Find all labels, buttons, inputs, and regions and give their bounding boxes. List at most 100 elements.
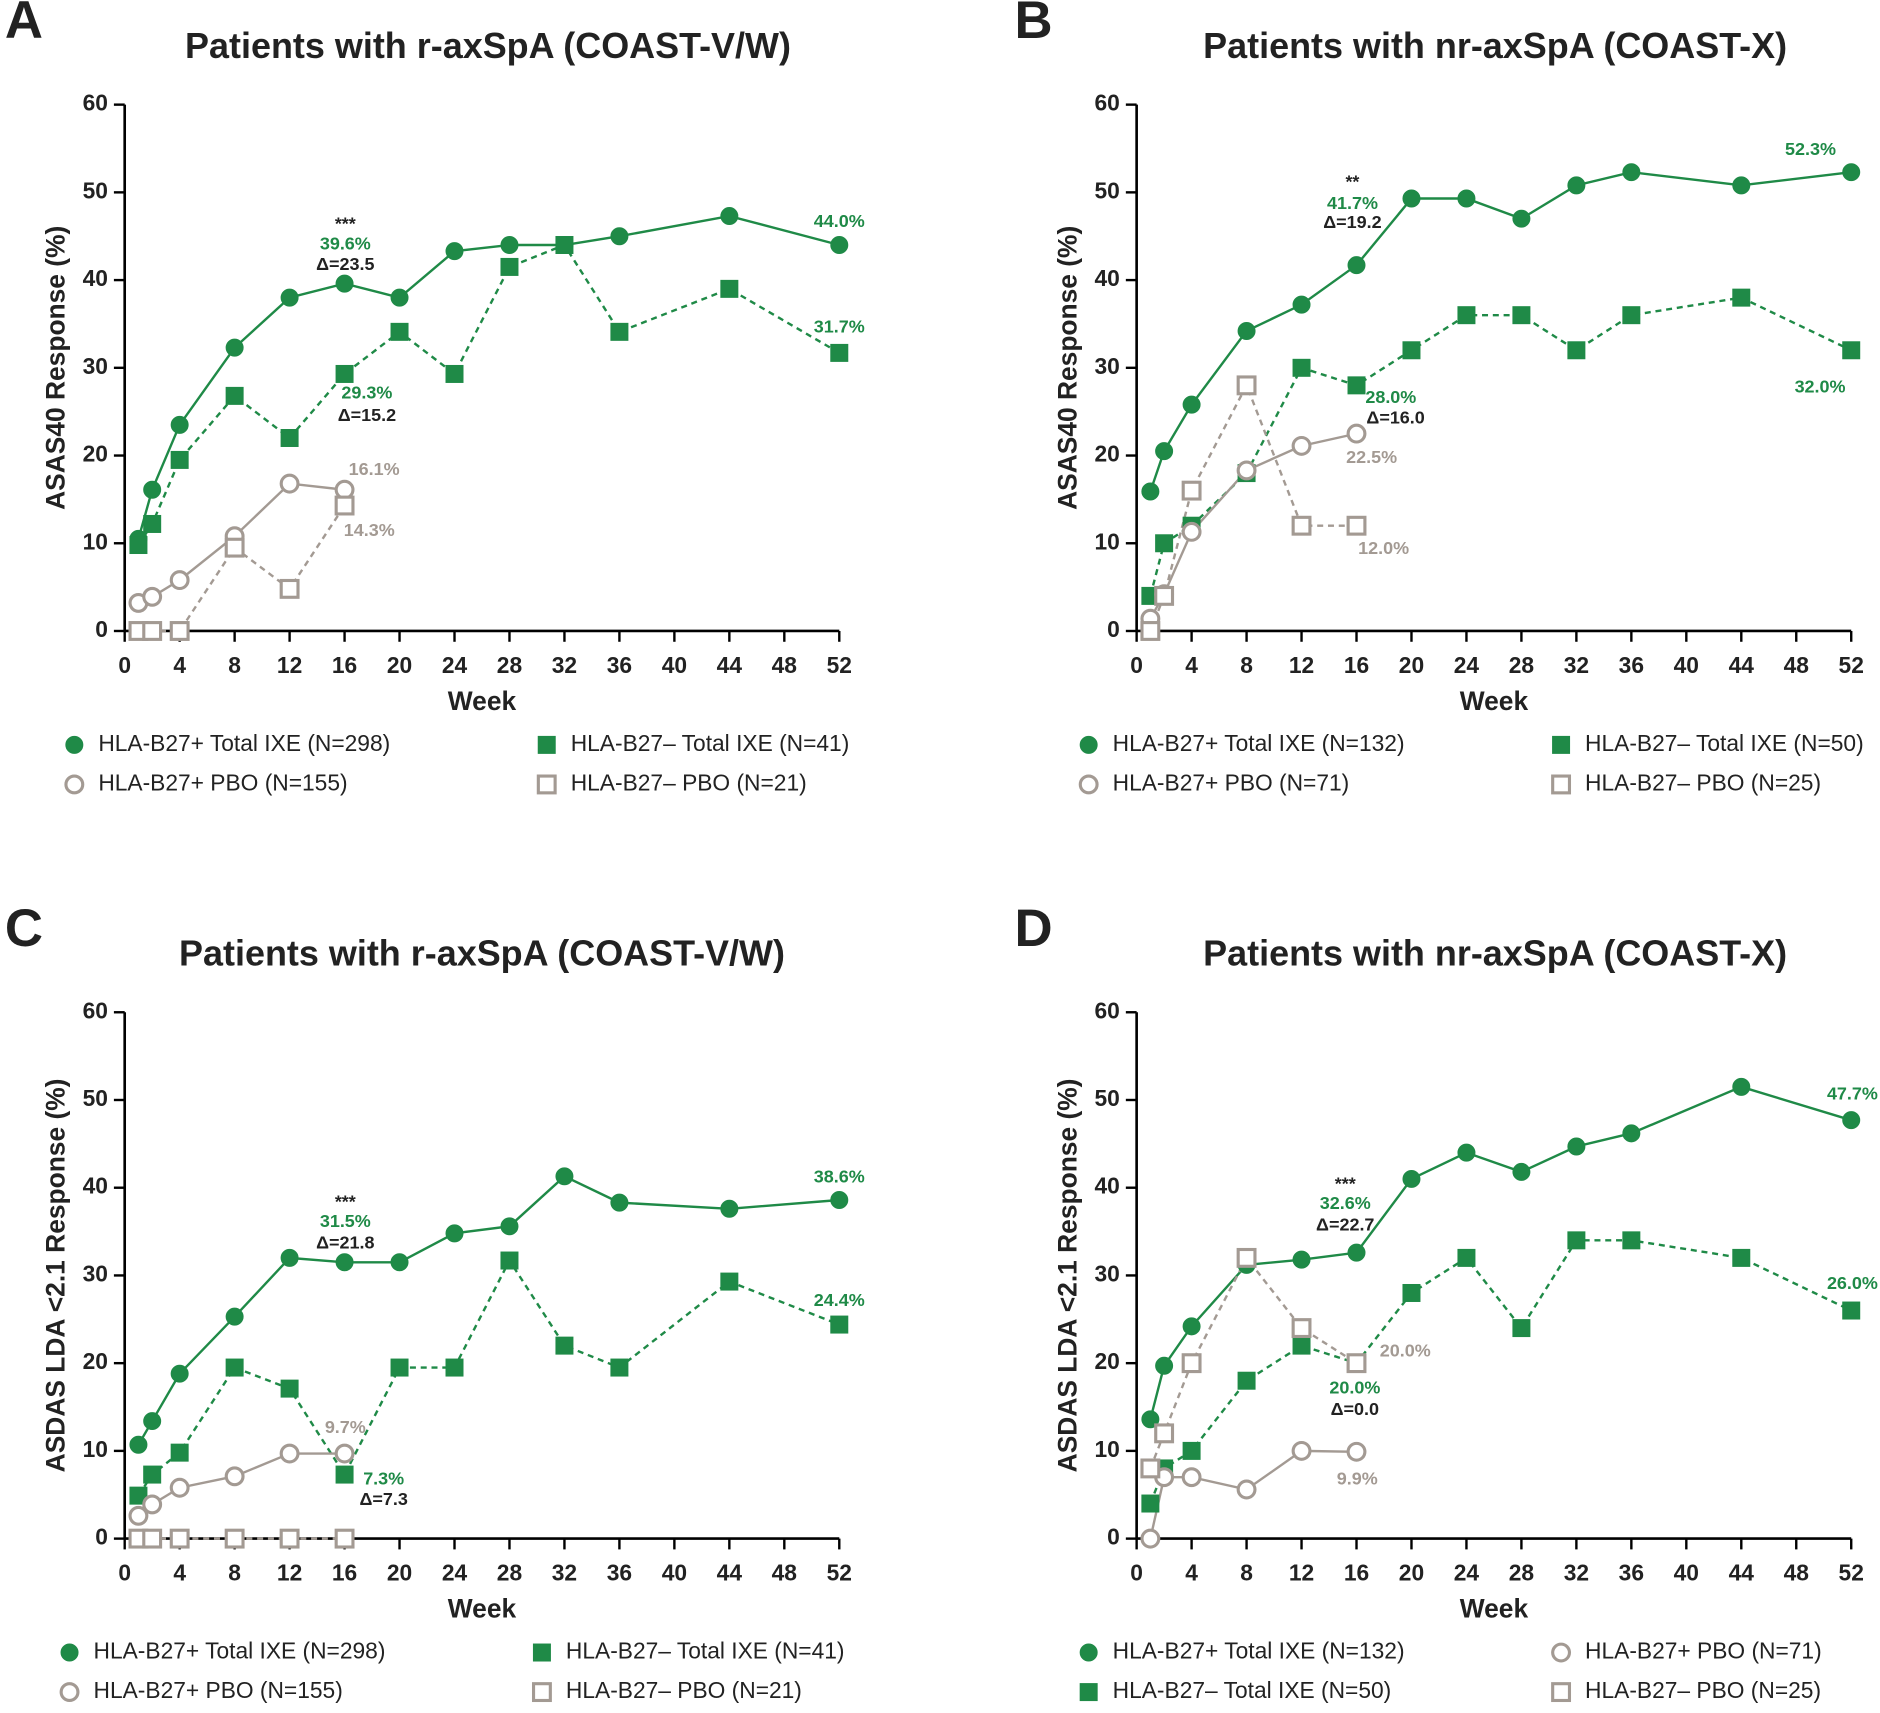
series-line bbox=[137, 1452, 345, 1517]
y-tick-label: 20 bbox=[83, 1348, 108, 1374]
legend-label: HLA-B27– PBO (N=21) bbox=[571, 769, 807, 795]
x-tick-label: 0 bbox=[1130, 1560, 1143, 1586]
annotation: 9.9% bbox=[1337, 1469, 1378, 1489]
square-marker bbox=[170, 450, 189, 469]
circle-marker bbox=[390, 288, 409, 307]
circle-marker bbox=[1079, 1643, 1098, 1662]
circle-marker bbox=[335, 274, 354, 293]
square-marker bbox=[720, 1272, 739, 1291]
y-tick-label: 10 bbox=[83, 1436, 108, 1462]
x-tick-label: 16 bbox=[1344, 652, 1369, 678]
square-marker bbox=[1457, 306, 1476, 325]
square-marker bbox=[170, 1443, 189, 1462]
x-tick-label: 32 bbox=[1564, 652, 1589, 678]
circle-marker bbox=[170, 415, 189, 434]
annotation: 47.7% bbox=[1827, 1084, 1878, 1104]
square-marker bbox=[129, 1486, 148, 1505]
series-line bbox=[137, 1174, 840, 1446]
x-tick-label: 16 bbox=[1344, 1560, 1369, 1586]
square-marker bbox=[1154, 1423, 1175, 1444]
series-line bbox=[137, 1258, 840, 1497]
square-marker bbox=[334, 1528, 355, 1549]
square-marker bbox=[536, 774, 557, 795]
square-marker bbox=[143, 1465, 162, 1484]
x-tick-label: 48 bbox=[772, 1560, 797, 1586]
circle-marker bbox=[279, 473, 300, 494]
square-marker bbox=[1237, 1371, 1256, 1390]
annotation: 14.3% bbox=[344, 520, 395, 540]
square-marker bbox=[225, 386, 244, 405]
circle-marker bbox=[1551, 1642, 1572, 1663]
x-tick-label: 36 bbox=[607, 1560, 632, 1586]
square-marker bbox=[1346, 515, 1367, 536]
legend-label: HLA-B27– PBO (N=21) bbox=[566, 1677, 802, 1703]
square-marker bbox=[1292, 1336, 1311, 1355]
circle-marker bbox=[1291, 435, 1312, 456]
circle-marker bbox=[610, 1193, 629, 1212]
square-marker bbox=[169, 621, 190, 641]
y-tick-label: 10 bbox=[1095, 528, 1120, 554]
square-marker bbox=[1622, 1231, 1641, 1250]
chart-title: Patients with r-axSpA (COAST-V/W) bbox=[179, 932, 785, 973]
annotation: Δ=19.2 bbox=[1323, 212, 1381, 232]
circle-marker bbox=[1512, 1162, 1531, 1181]
circle-marker bbox=[1141, 482, 1160, 501]
circle-marker bbox=[59, 1682, 80, 1703]
circle-marker bbox=[1567, 1137, 1586, 1156]
y-axis-label: ASAS40 Response (%) bbox=[41, 226, 71, 510]
x-tick-label: 28 bbox=[1509, 1560, 1534, 1586]
circle-marker bbox=[1842, 1111, 1861, 1130]
square-marker bbox=[1622, 306, 1641, 325]
x-tick-label: 44 bbox=[1729, 1560, 1755, 1586]
y-tick-label: 10 bbox=[83, 528, 108, 554]
circle-marker bbox=[445, 242, 464, 261]
square-marker bbox=[169, 1528, 190, 1549]
circle-marker bbox=[720, 207, 739, 226]
square-marker bbox=[1346, 1353, 1367, 1374]
x-tick-label: 8 bbox=[228, 1560, 241, 1586]
square-marker bbox=[531, 1682, 552, 1703]
annotation: *** bbox=[335, 213, 356, 233]
circle-marker bbox=[169, 570, 190, 591]
square-marker bbox=[1236, 375, 1257, 396]
square-marker bbox=[1182, 1441, 1201, 1460]
x-tick-label: 40 bbox=[662, 652, 687, 678]
y-tick-label: 0 bbox=[95, 1524, 108, 1550]
x-tick-label: 52 bbox=[827, 652, 852, 678]
square-marker bbox=[335, 364, 354, 383]
x-tick-label: 36 bbox=[1619, 1560, 1644, 1586]
y-tick-label: 50 bbox=[83, 177, 108, 203]
square-marker bbox=[555, 1336, 574, 1355]
x-tick-label: 0 bbox=[118, 652, 131, 678]
circle-marker bbox=[224, 1466, 245, 1487]
square-marker bbox=[1402, 1283, 1421, 1302]
square-marker bbox=[610, 1358, 629, 1377]
panel-letter: D bbox=[1014, 899, 1052, 958]
chart-title: Patients with r-axSpA (COAST-V/W) bbox=[185, 25, 791, 66]
x-tick-label: 0 bbox=[118, 1560, 131, 1586]
y-tick-label: 20 bbox=[83, 441, 108, 467]
square-marker bbox=[224, 1528, 245, 1549]
annotation: 16.1% bbox=[349, 459, 400, 479]
y-tick-label: 20 bbox=[1095, 1348, 1120, 1374]
circle-marker bbox=[335, 1253, 354, 1272]
square-marker bbox=[445, 364, 464, 383]
square-marker bbox=[1512, 306, 1531, 325]
square-marker bbox=[280, 1379, 299, 1398]
y-tick-label: 10 bbox=[1095, 1436, 1120, 1462]
x-axis-label: Week bbox=[1460, 1594, 1529, 1624]
annotation: Δ=23.5 bbox=[316, 254, 374, 274]
x-tick-label: 44 bbox=[717, 1560, 743, 1586]
circle-marker bbox=[1181, 521, 1202, 542]
square-marker bbox=[1141, 1494, 1160, 1513]
y-tick-label: 40 bbox=[1095, 265, 1120, 291]
legend-label: HLA-B27– Total IXE (N=41) bbox=[566, 1638, 845, 1664]
x-tick-label: 8 bbox=[228, 652, 241, 678]
circle-marker bbox=[1182, 395, 1201, 414]
square-marker bbox=[532, 1643, 551, 1662]
annotation: 20.0% bbox=[1380, 1340, 1431, 1360]
square-marker bbox=[500, 1251, 519, 1270]
annotation: 38.6% bbox=[814, 1166, 865, 1186]
circle-marker bbox=[143, 480, 162, 499]
circle-marker bbox=[60, 1643, 79, 1662]
